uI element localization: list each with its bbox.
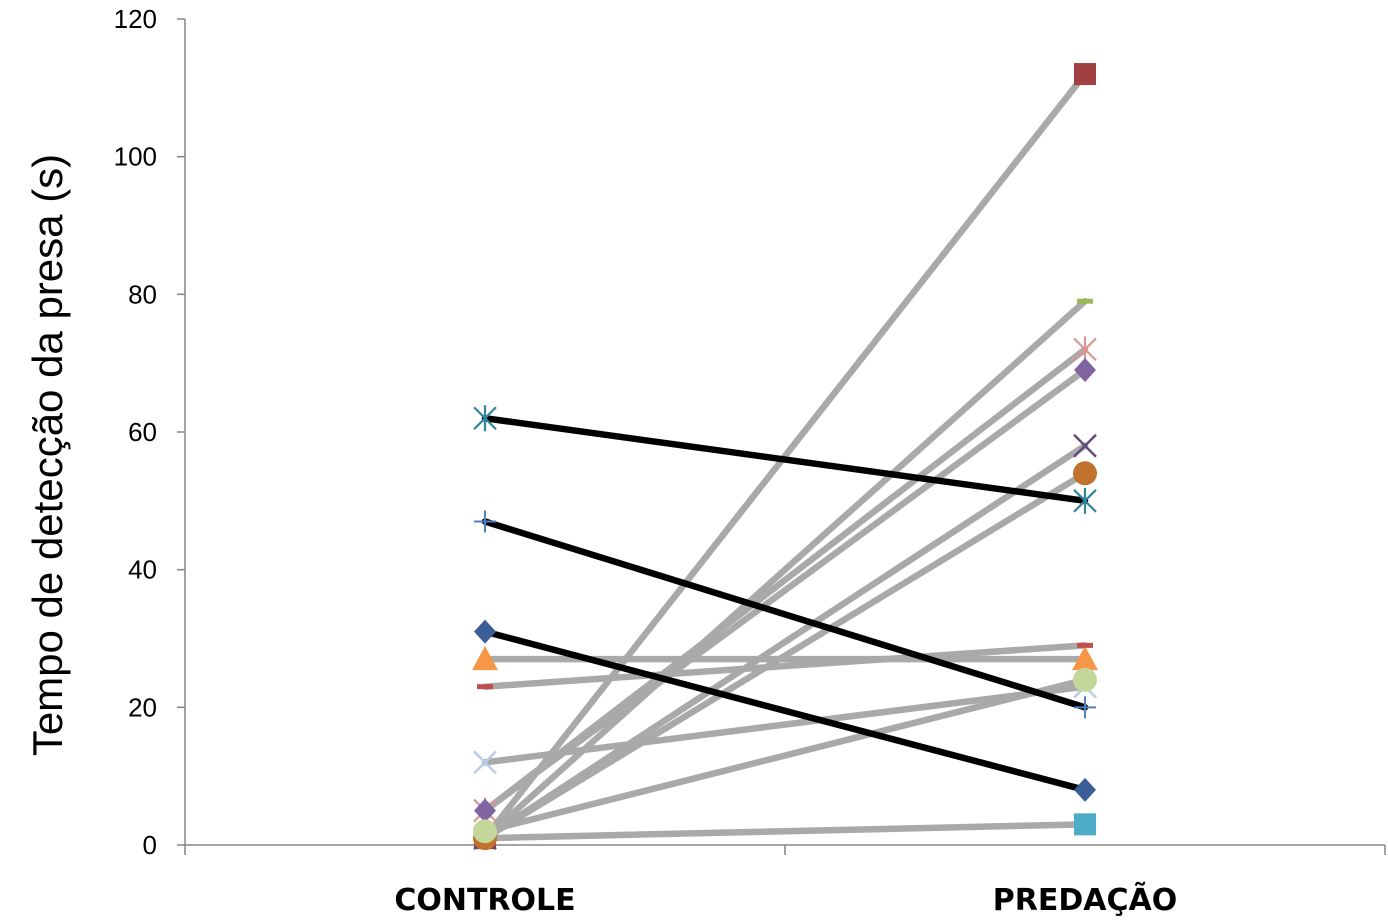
series-line <box>481 442 1089 842</box>
data-point <box>477 684 493 690</box>
data-point <box>1074 777 1096 802</box>
data-point <box>472 646 498 671</box>
data-point <box>1077 642 1093 648</box>
series-line <box>481 676 1089 835</box>
data-point <box>473 750 497 775</box>
axes: 0 20 40 60 80 100 120 CONTROLE PREDAÇÃO <box>114 4 1386 918</box>
y-tick-label: 20 <box>128 692 157 722</box>
data-point <box>1074 63 1096 86</box>
x-tick-label: CONTROLE <box>394 883 575 918</box>
series-line <box>481 70 1089 842</box>
y-tick-label: 0 <box>143 830 157 860</box>
data-point <box>1074 696 1096 719</box>
data-point <box>1074 358 1096 383</box>
series-line <box>481 821 1089 842</box>
series-line <box>481 518 1089 711</box>
marker-layer <box>472 63 1098 851</box>
series-line <box>481 414 1089 505</box>
data-point <box>473 405 497 432</box>
series-line <box>481 628 1089 794</box>
y-axis-title: Tempo de detecção da presa (s) <box>24 154 71 756</box>
y-tick-label: 40 <box>128 555 157 585</box>
data-point <box>474 619 496 644</box>
y-tick-label: 80 <box>128 279 157 309</box>
series-line <box>481 470 1089 842</box>
data-point <box>474 510 496 533</box>
series-line <box>481 366 1089 814</box>
y-tick-label: 120 <box>114 4 157 34</box>
series-line <box>481 683 1089 766</box>
data-point <box>473 819 497 844</box>
data-point <box>1073 667 1097 692</box>
series-line <box>481 642 1089 690</box>
data-point <box>1073 487 1097 514</box>
data-point <box>1077 298 1093 304</box>
y-tick-label: 60 <box>128 417 157 447</box>
series-layer <box>481 70 1089 842</box>
data-point <box>1074 813 1096 836</box>
data-point <box>474 798 496 823</box>
data-point <box>1073 461 1097 486</box>
data-point <box>1073 433 1097 458</box>
y-tick-label: 100 <box>114 142 157 172</box>
data-point <box>1072 646 1098 671</box>
x-tick-label: PREDAÇÃO <box>993 881 1177 918</box>
